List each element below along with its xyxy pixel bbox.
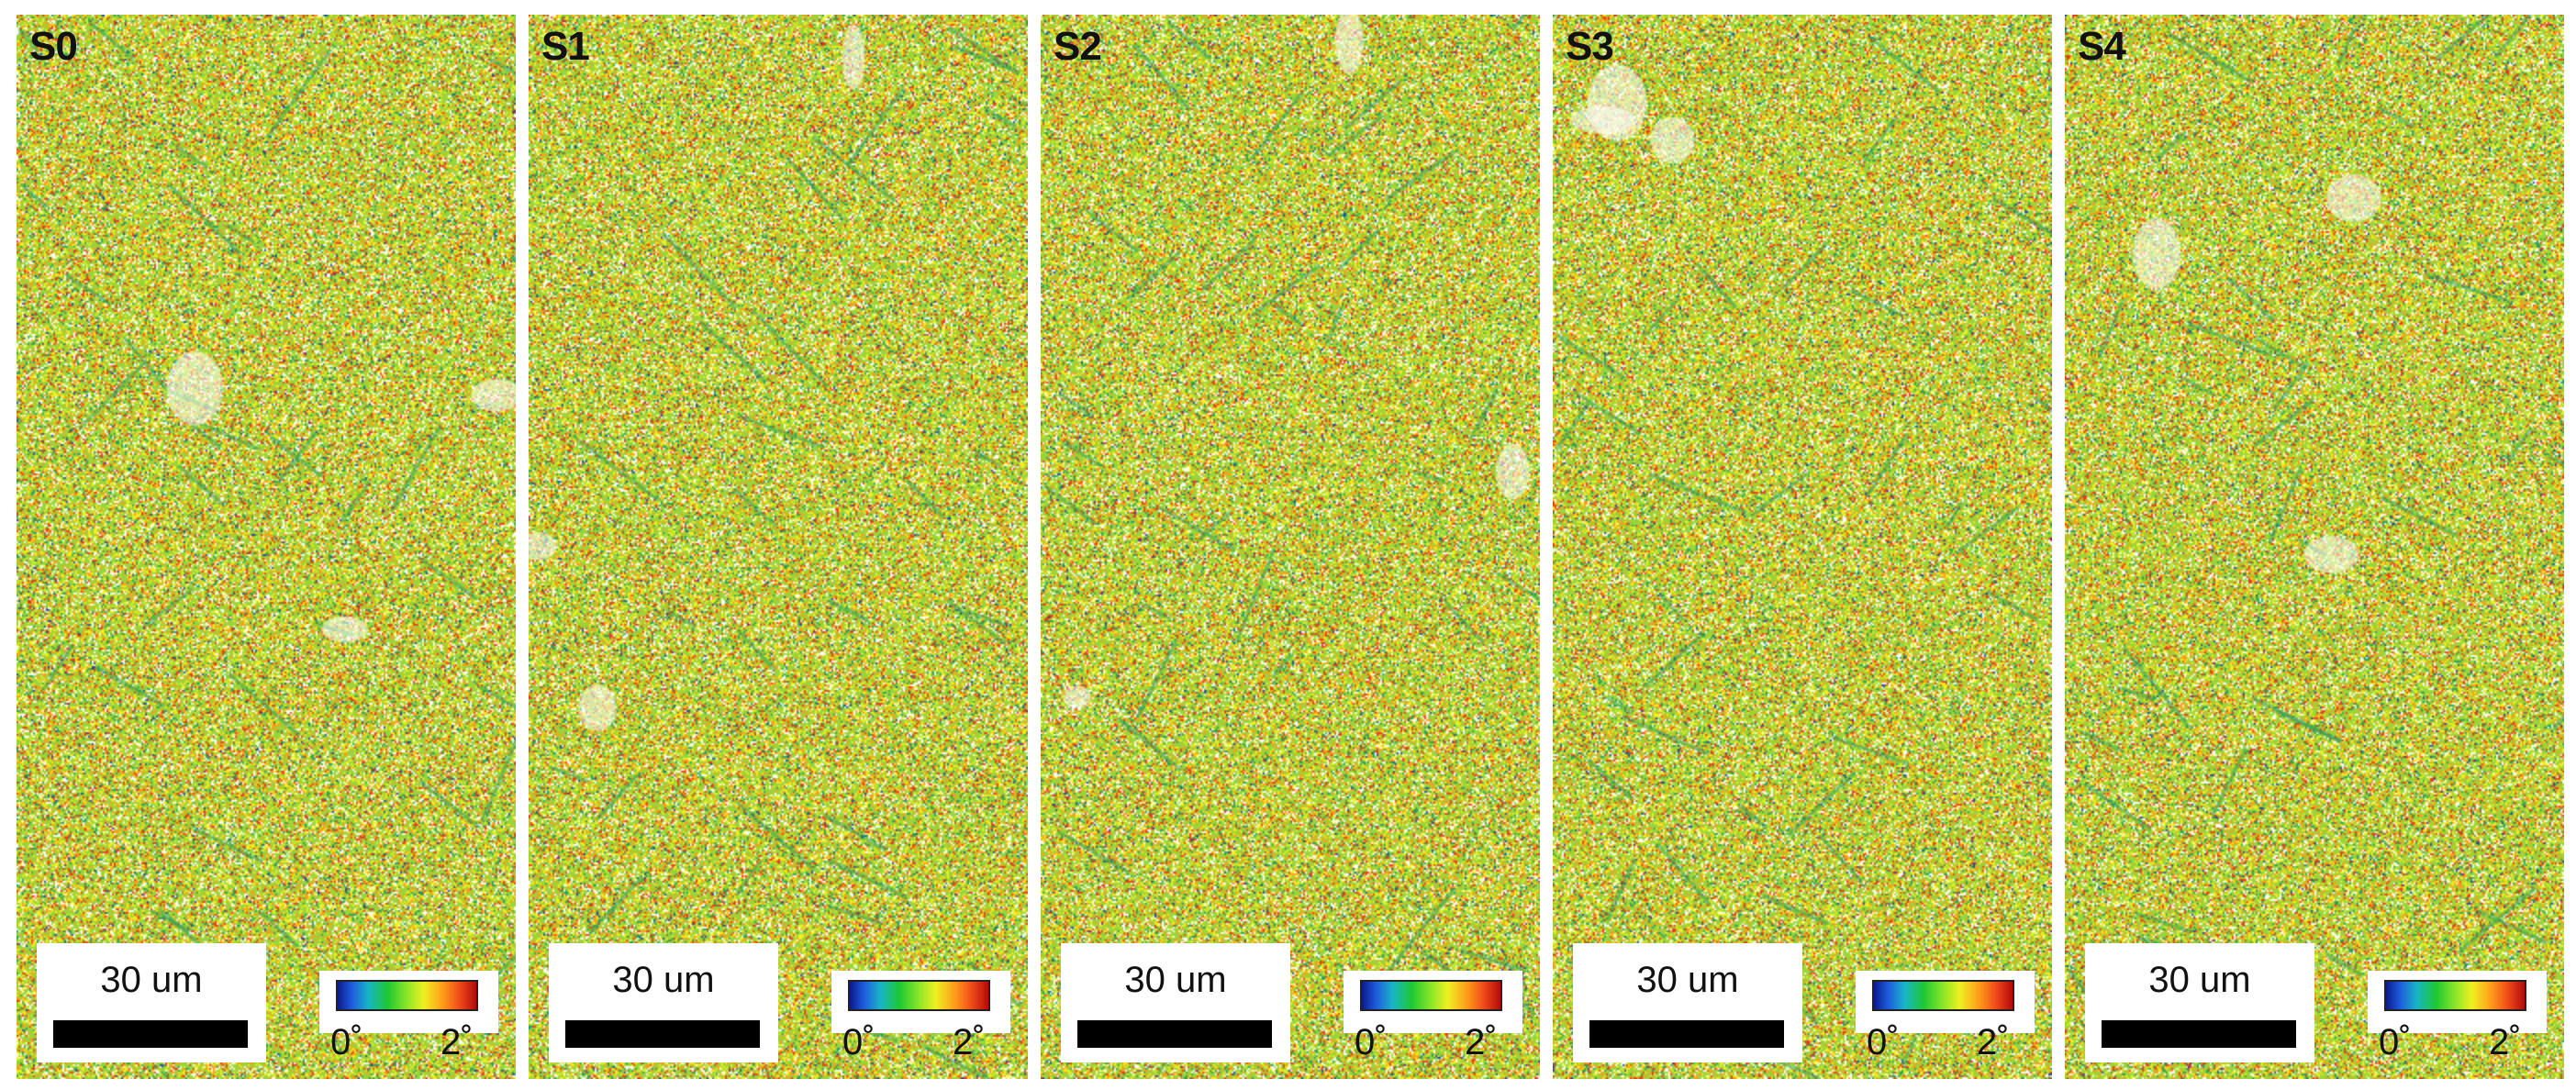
color-key-min-label: 0˚: [1355, 1022, 1388, 1062]
color-key: [831, 971, 1010, 1033]
misorientation-map-s1: [529, 15, 1028, 1079]
misorientation-map-s3: [1553, 15, 2052, 1079]
color-key-gradient: [1360, 980, 1502, 1011]
scale-bar-line: [2102, 1020, 2296, 1048]
scale-bar-label: 30 um: [1124, 960, 1227, 1000]
scale-bar: 30 um: [549, 943, 778, 1062]
scale-bar-line: [1077, 1020, 1272, 1048]
color-key: [1856, 971, 2035, 1033]
map-panel-s2: S2 30 um 0˚ 2˚: [1041, 15, 1540, 1079]
misorientation-map-s0: [17, 15, 516, 1079]
map-panel-s1: S1 30 um 0˚ 2˚: [529, 15, 1028, 1079]
color-key-min-label: 0˚: [842, 1022, 875, 1062]
color-key-min-label: 0˚: [1867, 1022, 1900, 1062]
misorientation-map-s4: [2065, 15, 2564, 1079]
color-key-min-label: 0˚: [2379, 1022, 2412, 1062]
scale-bar-line: [565, 1020, 760, 1048]
panel-label: S0: [29, 24, 78, 69]
color-key-gradient: [2384, 980, 2526, 1011]
scale-bar-label: 30 um: [1636, 960, 1739, 1000]
color-key-max-label: 2˚: [1465, 1022, 1498, 1062]
panel-label: S2: [1054, 24, 1102, 69]
scale-bar: 30 um: [2085, 943, 2314, 1062]
color-key-gradient: [1872, 980, 2014, 1011]
color-key-max-label: 2˚: [440, 1022, 474, 1062]
scale-bar-line: [53, 1020, 248, 1048]
scale-bar-label: 30 um: [100, 960, 203, 1000]
scale-bar: 30 um: [1573, 943, 1802, 1062]
color-key-max-label: 2˚: [2489, 1022, 2522, 1062]
color-key-max-label: 2˚: [953, 1022, 986, 1062]
scale-bar: 30 um: [1061, 943, 1290, 1062]
map-panel-s4: S4 30 um 0˚ 2˚: [2065, 15, 2564, 1079]
map-panel-s0: S0 30 um 0˚ 2˚: [17, 15, 516, 1079]
scale-bar-line: [1589, 1020, 1784, 1048]
color-key-min-label: 0˚: [330, 1022, 363, 1062]
misorientation-map-s2: [1041, 15, 1540, 1079]
scale-bar-label: 30 um: [612, 960, 715, 1000]
color-key-gradient: [848, 980, 990, 1011]
scale-bar-label: 30 um: [2148, 960, 2251, 1000]
scale-bar: 30 um: [37, 943, 266, 1062]
panel-label: S3: [1566, 24, 1614, 69]
panel-label: S4: [2078, 24, 2126, 69]
color-key-gradient: [336, 980, 478, 1011]
color-key: [1344, 971, 1522, 1033]
color-key-max-label: 2˚: [1977, 1022, 2010, 1062]
map-panel-s3: S3 30 um 0˚ 2˚: [1553, 15, 2052, 1079]
color-key: [2368, 971, 2547, 1033]
color-key: [319, 971, 498, 1033]
panel-label: S1: [541, 24, 590, 69]
